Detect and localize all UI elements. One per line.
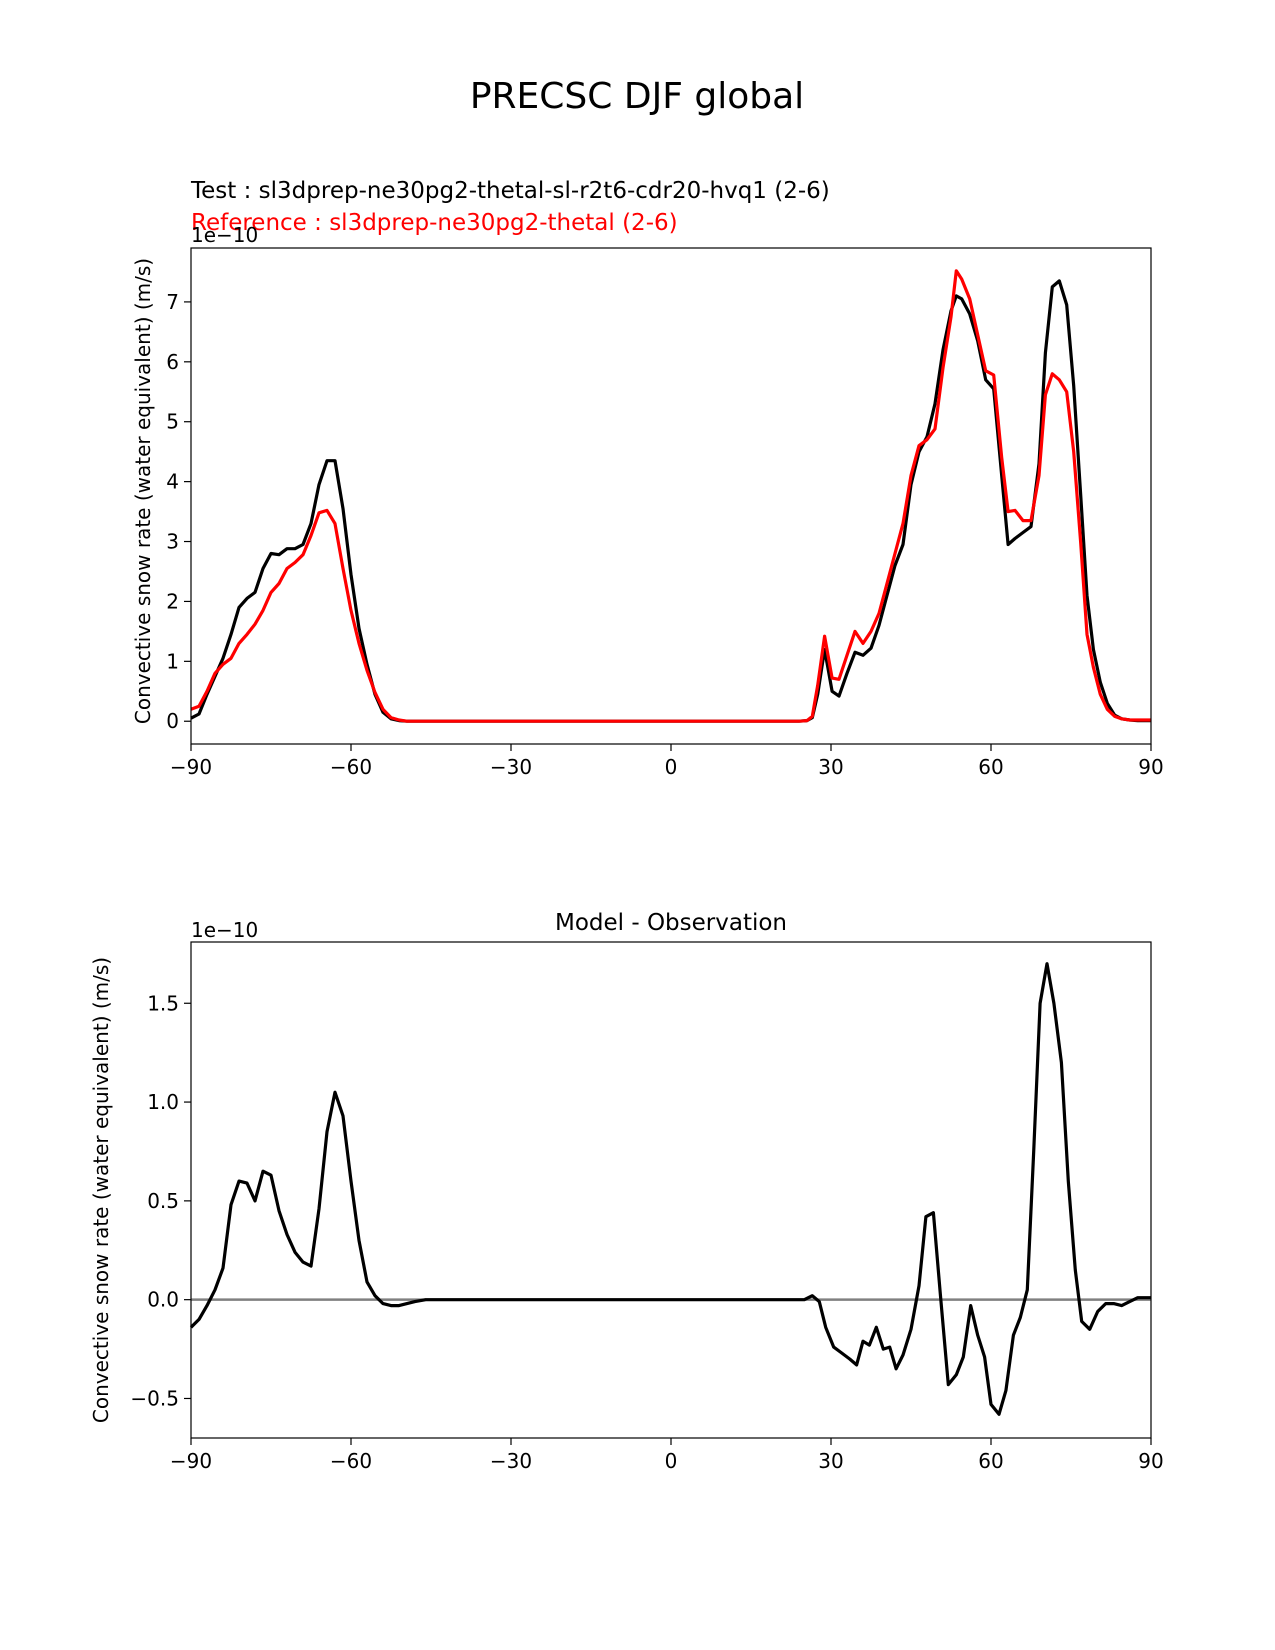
x-ticks: −90 −60 −30 0 30 60 90 [170, 1438, 1164, 1473]
x-tick-label: −60 [330, 755, 372, 779]
x-tick-label: −90 [170, 1449, 212, 1473]
y-tick-label: 1 [166, 649, 179, 673]
x-ticks: −90 −60 −30 0 30 60 90 [170, 744, 1164, 779]
y-ticks: 0 1 2 3 4 5 6 7 [166, 290, 191, 733]
y-tick-label: 5 [166, 410, 179, 434]
series-layer [189, 962, 1151, 1416]
x-tick-label: −90 [170, 755, 212, 779]
x-tick-label: 0 [665, 1449, 678, 1473]
y-ticks: −0.5 0.0 0.5 1.0 1.5 [130, 991, 191, 1410]
y-tick-label: 0.5 [147, 1189, 179, 1213]
y-tick-label: 2 [166, 589, 179, 613]
legend-test-label: Test : sl3dprep-ne30pg2-thetal-sl-r2t6-c… [190, 178, 830, 204]
comparison-panel: Test : sl3dprep-ne30pg2-thetal-sl-r2t6-c… [131, 178, 1164, 779]
y-tick-label: −0.5 [130, 1386, 179, 1410]
panel-title: Model - Observation [555, 910, 787, 936]
x-tick-label: 60 [978, 755, 1003, 779]
x-tick-label: 90 [1138, 755, 1163, 779]
figure-title: PRECSC DJF global [470, 76, 804, 117]
x-tick-label: 0 [665, 755, 678, 779]
offset-text: 1e−10 [191, 918, 258, 942]
plot-frame [190, 247, 1152, 745]
y-axis-label: Convective snow rate (water equivalent) … [89, 957, 113, 1423]
legend-reference-label: Reference : sl3dprep-ne30pg2-thetal (2-6… [191, 210, 678, 236]
plot-frame [190, 941, 1152, 1439]
y-tick-label: 1.5 [147, 991, 179, 1015]
series-line-test-reference [189, 962, 1151, 1416]
x-tick-label: 60 [978, 1449, 1003, 1473]
x-tick-label: −30 [490, 755, 532, 779]
x-tick-label: −30 [490, 1449, 532, 1473]
y-tick-label: 6 [166, 350, 179, 374]
y-tick-label: 3 [166, 530, 179, 554]
series-line-test [190, 279, 1151, 723]
y-tick-label: 0.0 [147, 1288, 179, 1312]
y-tick-label: 0 [166, 709, 179, 733]
offset-text: 1e−10 [191, 223, 258, 247]
difference-panel: Model - Observation 1e−10 Convective sno… [89, 910, 1164, 1473]
x-tick-label: −60 [330, 1449, 372, 1473]
y-tick-label: 1.0 [147, 1090, 179, 1114]
series-layer [190, 269, 1151, 723]
y-tick-label: 7 [166, 290, 179, 314]
y-tick-label: 4 [166, 470, 179, 494]
y-axis-label: Convective snow rate (water equivalent) … [131, 258, 155, 724]
x-tick-label: 90 [1138, 1449, 1163, 1473]
x-tick-label: 30 [818, 1449, 843, 1473]
x-tick-label: 30 [818, 755, 843, 779]
series-line-reference [190, 269, 1151, 723]
